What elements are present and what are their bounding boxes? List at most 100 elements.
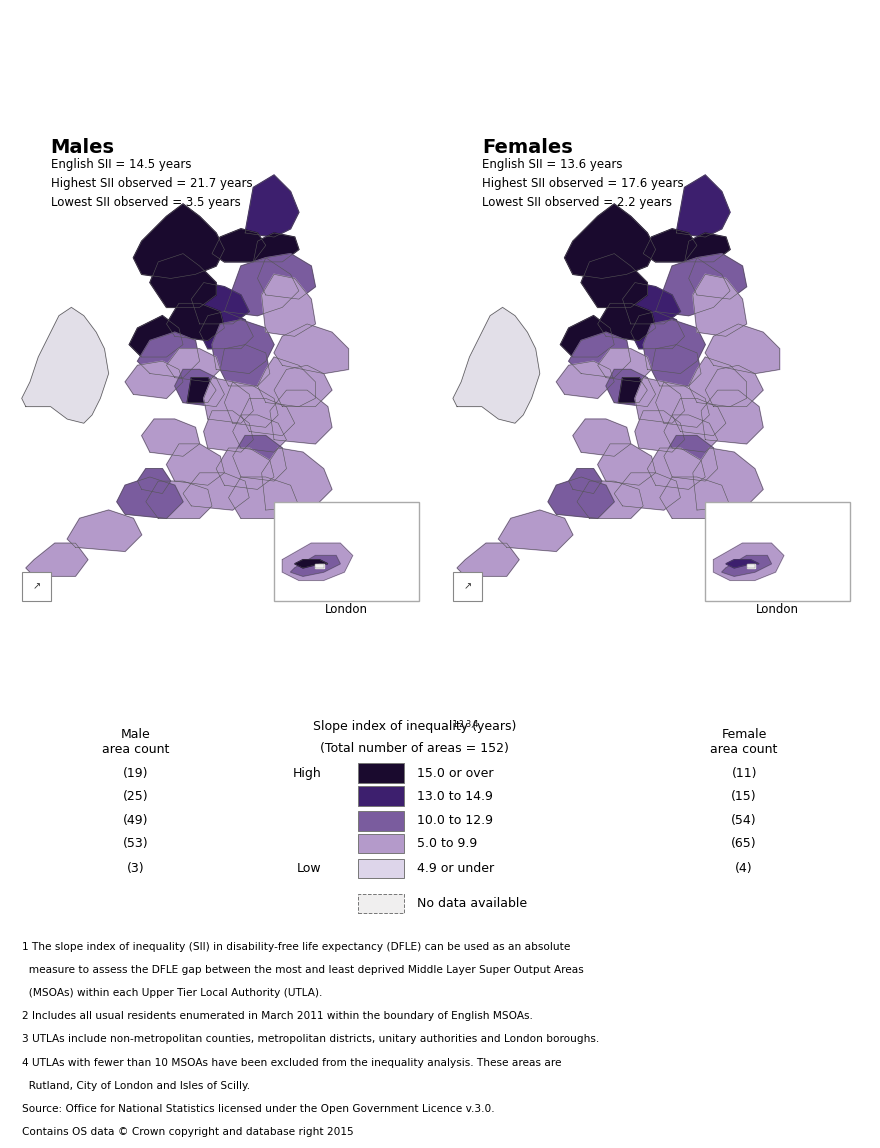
Text: 1,2,3,4: 1,2,3,4 bbox=[452, 720, 479, 729]
Polygon shape bbox=[232, 414, 287, 452]
Polygon shape bbox=[660, 476, 730, 519]
Polygon shape bbox=[203, 411, 253, 452]
Polygon shape bbox=[117, 476, 183, 519]
Bar bbox=[705, 502, 850, 602]
Polygon shape bbox=[134, 204, 224, 279]
Text: 5.0 to 9.9: 5.0 to 9.9 bbox=[417, 837, 477, 850]
Polygon shape bbox=[224, 382, 278, 427]
Text: Low: Low bbox=[297, 862, 322, 875]
Text: (53): (53) bbox=[123, 837, 149, 850]
Text: (25): (25) bbox=[123, 790, 149, 802]
Text: 4.9 or under: 4.9 or under bbox=[417, 862, 494, 875]
Polygon shape bbox=[714, 543, 784, 581]
Polygon shape bbox=[26, 543, 88, 576]
Polygon shape bbox=[220, 344, 270, 386]
Polygon shape bbox=[577, 481, 643, 519]
Text: (49): (49) bbox=[123, 814, 149, 828]
Polygon shape bbox=[191, 282, 249, 324]
Text: 13.0 to 14.9: 13.0 to 14.9 bbox=[417, 790, 493, 802]
Polygon shape bbox=[200, 311, 253, 349]
Polygon shape bbox=[175, 370, 224, 406]
Polygon shape bbox=[498, 510, 573, 551]
Text: (65): (65) bbox=[731, 837, 757, 850]
Text: (3): (3) bbox=[127, 862, 144, 875]
Polygon shape bbox=[606, 370, 656, 406]
Polygon shape bbox=[705, 324, 780, 373]
Text: (4): (4) bbox=[736, 862, 753, 875]
Polygon shape bbox=[270, 390, 332, 444]
Text: ↗: ↗ bbox=[464, 582, 472, 591]
Polygon shape bbox=[183, 473, 249, 510]
Polygon shape bbox=[258, 357, 315, 406]
Polygon shape bbox=[701, 390, 763, 444]
Polygon shape bbox=[568, 332, 631, 378]
Polygon shape bbox=[229, 476, 299, 519]
Polygon shape bbox=[216, 448, 274, 489]
Text: Male
area count: Male area count bbox=[102, 728, 170, 755]
Polygon shape bbox=[282, 543, 353, 581]
Polygon shape bbox=[622, 282, 680, 324]
Polygon shape bbox=[664, 414, 718, 452]
Text: Males: Males bbox=[51, 138, 114, 157]
Text: Contains OS data © Crown copyright and database right 2015: Contains OS data © Crown copyright and d… bbox=[22, 1127, 354, 1137]
Polygon shape bbox=[142, 419, 200, 456]
Polygon shape bbox=[253, 233, 299, 262]
Polygon shape bbox=[187, 378, 216, 403]
Polygon shape bbox=[705, 365, 763, 406]
Polygon shape bbox=[258, 254, 315, 300]
Polygon shape bbox=[643, 320, 705, 373]
Polygon shape bbox=[573, 419, 631, 456]
Polygon shape bbox=[274, 365, 332, 406]
Polygon shape bbox=[203, 378, 253, 424]
Polygon shape bbox=[232, 435, 287, 481]
Polygon shape bbox=[295, 560, 327, 568]
Polygon shape bbox=[261, 274, 315, 336]
Text: Female
area count: Female area count bbox=[710, 728, 778, 755]
Bar bbox=[357, 893, 404, 914]
Text: (19): (19) bbox=[123, 767, 149, 779]
Text: London: London bbox=[325, 603, 368, 616]
Bar bbox=[357, 833, 404, 853]
Text: (15): (15) bbox=[731, 790, 757, 802]
Polygon shape bbox=[212, 228, 266, 262]
Text: No data available: No data available bbox=[417, 897, 527, 910]
Polygon shape bbox=[664, 435, 718, 481]
Polygon shape bbox=[598, 303, 656, 341]
Polygon shape bbox=[689, 254, 746, 300]
Polygon shape bbox=[457, 543, 519, 576]
Polygon shape bbox=[656, 258, 730, 316]
Polygon shape bbox=[166, 349, 220, 382]
Polygon shape bbox=[22, 308, 108, 424]
Polygon shape bbox=[568, 468, 602, 494]
Polygon shape bbox=[453, 308, 539, 424]
Polygon shape bbox=[726, 560, 759, 568]
Polygon shape bbox=[67, 510, 142, 551]
Polygon shape bbox=[619, 378, 648, 403]
Bar bbox=[357, 810, 404, 831]
Bar bbox=[274, 502, 419, 602]
Polygon shape bbox=[689, 357, 746, 406]
Text: English SII = 14.5 years: English SII = 14.5 years bbox=[51, 158, 191, 171]
Polygon shape bbox=[635, 378, 685, 424]
Text: 1 The slope index of inequality (SII) in disability-free life expectancy (DFLE) : 1 The slope index of inequality (SII) in… bbox=[22, 941, 570, 952]
Text: ↗: ↗ bbox=[33, 582, 40, 591]
Text: (MSOAs) within each Upper Tier Local Authority (UTLA).: (MSOAs) within each Upper Tier Local Aut… bbox=[22, 988, 322, 998]
Polygon shape bbox=[565, 204, 656, 279]
Polygon shape bbox=[125, 362, 183, 398]
Polygon shape bbox=[598, 444, 656, 486]
Text: (54): (54) bbox=[731, 814, 757, 828]
Polygon shape bbox=[261, 448, 332, 510]
Text: London: London bbox=[756, 603, 799, 616]
Bar bbox=[453, 572, 482, 602]
Polygon shape bbox=[150, 254, 216, 308]
Bar bbox=[357, 786, 404, 806]
Polygon shape bbox=[648, 448, 705, 489]
Text: Slope index of inequality (years): Slope index of inequality (years) bbox=[313, 720, 517, 732]
Text: Source: Office for National Statistics licensed under the Open Government Licenc: Source: Office for National Statistics l… bbox=[22, 1104, 495, 1114]
Bar bbox=[357, 763, 404, 783]
Polygon shape bbox=[212, 320, 274, 373]
Text: 4 UTLAs with fewer than 10 MSOAs have been excluded from the inequality analysis: 4 UTLAs with fewer than 10 MSOAs have be… bbox=[22, 1057, 561, 1068]
Polygon shape bbox=[635, 411, 685, 452]
Text: Females: Females bbox=[482, 138, 573, 157]
Polygon shape bbox=[146, 481, 212, 519]
